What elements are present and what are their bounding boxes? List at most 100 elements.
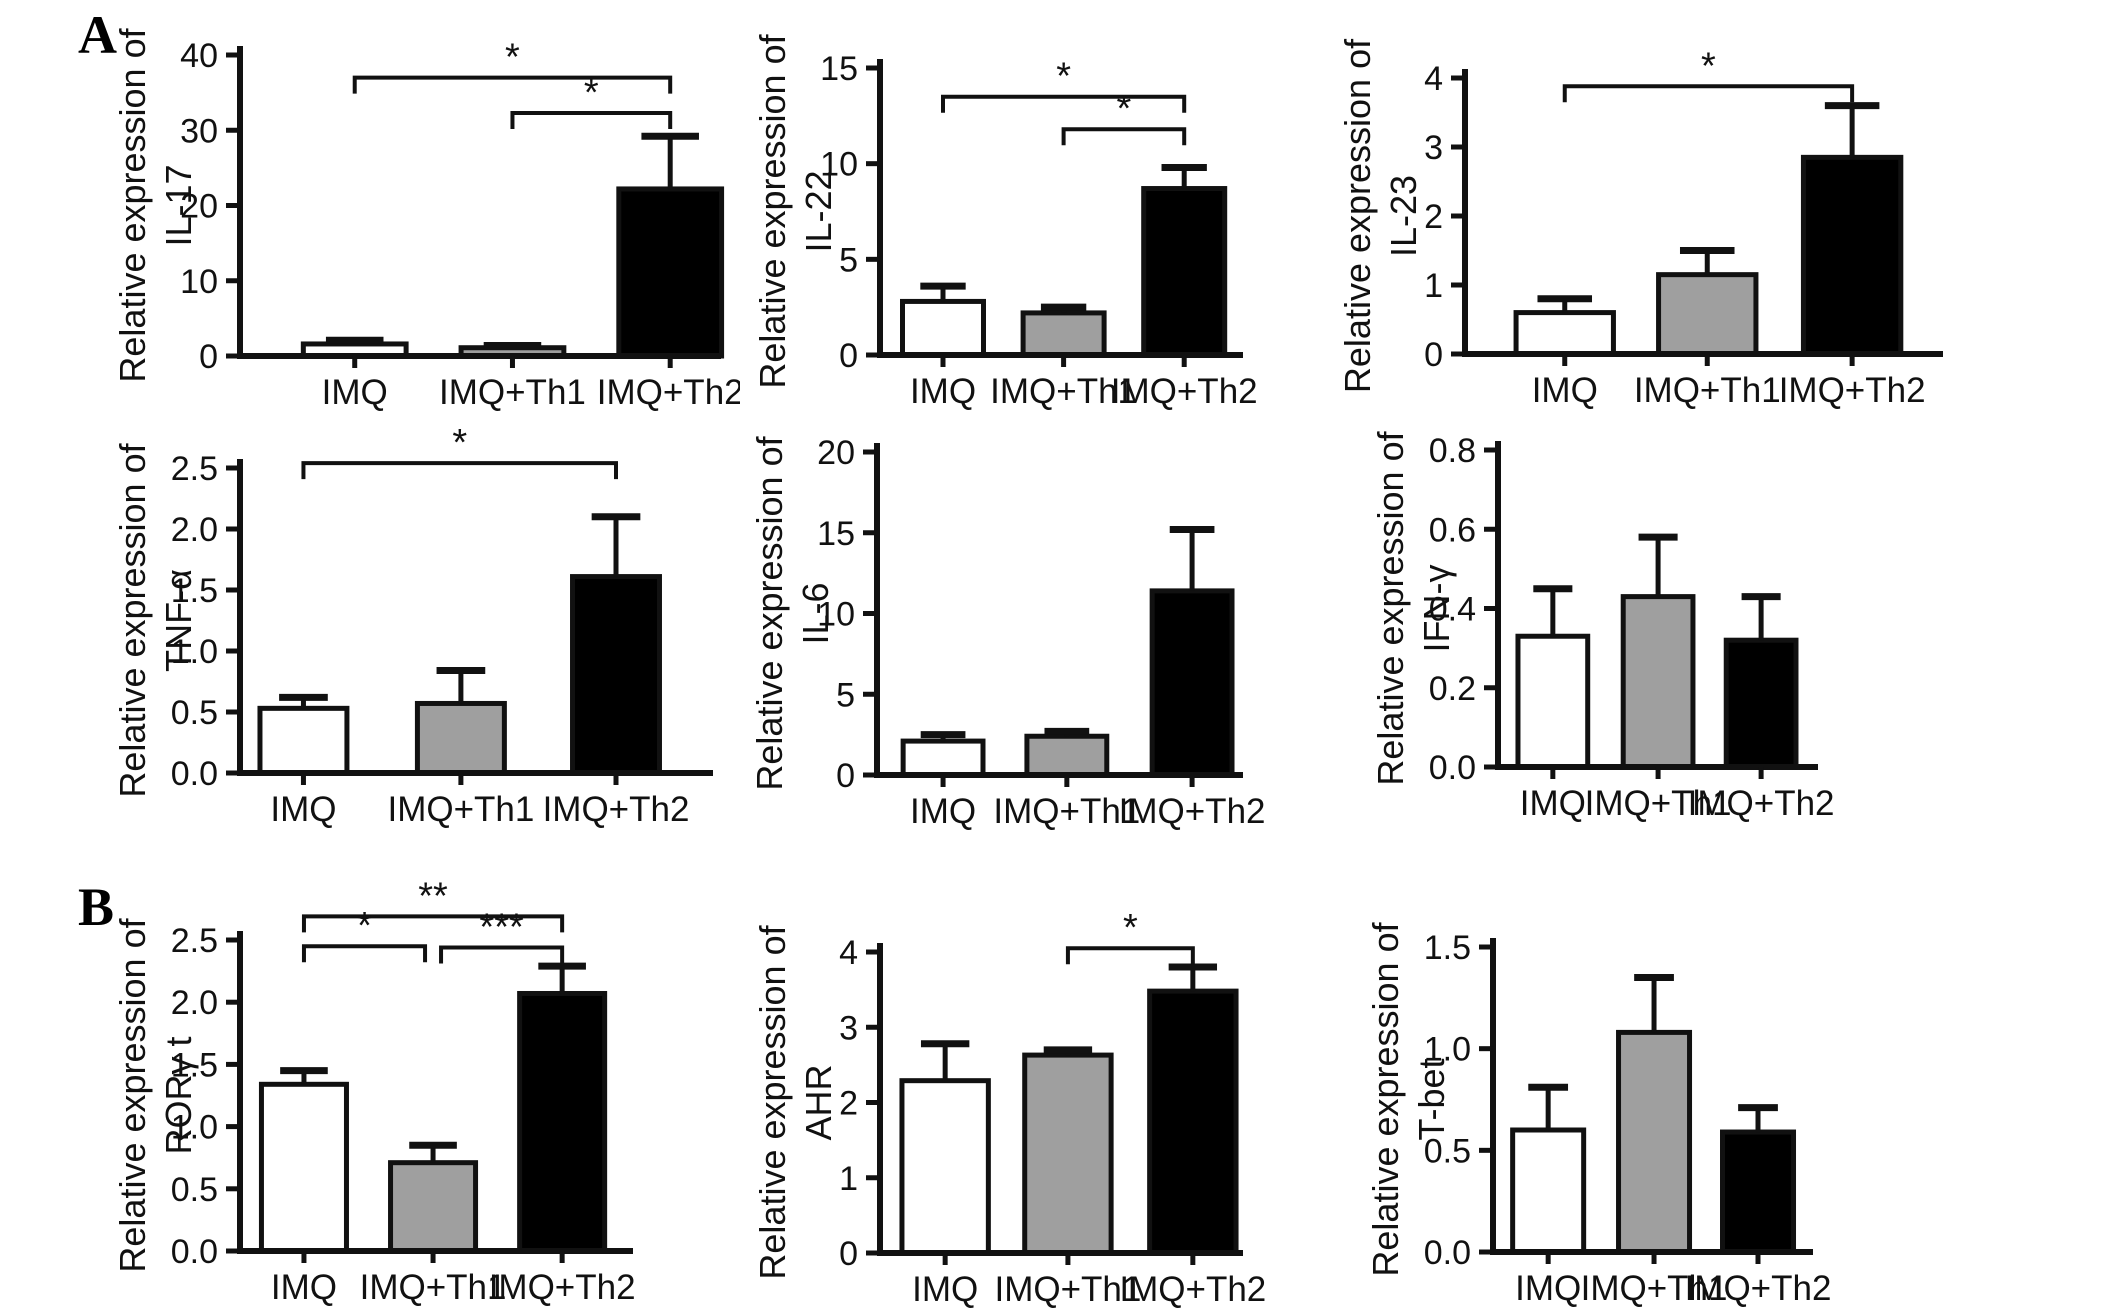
x-category-label: IMQ+Th2 bbox=[1119, 1270, 1266, 1309]
x-category-label: IMQ+Th1 bbox=[439, 373, 586, 412]
bar-IMQ+Th2 bbox=[1147, 988, 1239, 1256]
significance-bracket bbox=[1065, 946, 1195, 965]
panel-b-label: B bbox=[78, 877, 115, 937]
y-tick-label: 1.0 bbox=[171, 633, 218, 671]
bar-IMQ+Th1 bbox=[414, 700, 507, 776]
y-tick-label: 0 bbox=[199, 338, 218, 376]
bar-IMQ+Th2 bbox=[1141, 186, 1228, 358]
y-tick-label: 15 bbox=[817, 515, 855, 553]
y-tick-label: 40 bbox=[180, 37, 218, 75]
x-category-label: IMQ+Th2 bbox=[1111, 372, 1258, 411]
y-tick-label: 0.8 bbox=[1429, 432, 1476, 470]
bar-IMQ bbox=[257, 705, 350, 776]
y-tick-label: 5 bbox=[839, 241, 858, 279]
significance-label: ** bbox=[418, 876, 448, 917]
chart-tnf-alpha: 0.0 0.5 1.0 1.5 2.0 2.5 IMQ IMQ+Th1 IMQ+Th2 * Rela… bbox=[60, 418, 740, 848]
x-category-label: IMQ bbox=[1515, 1269, 1581, 1308]
y-tick-label: 2.5 bbox=[171, 450, 218, 488]
significance-bracket bbox=[1061, 127, 1187, 146]
significance-label: * bbox=[1117, 88, 1132, 130]
bar-IMQ+Th2 bbox=[1800, 154, 1904, 357]
significance-label: * bbox=[1056, 56, 1071, 98]
chart-il22: 0 5 10 15 IMQ IMQ+Th1 IMQ+Th2 * * Relative expres… bbox=[700, 0, 1320, 412]
bar-IMQ+Th1 bbox=[1020, 310, 1107, 358]
significance-bracket bbox=[301, 944, 428, 963]
y-tick-label: 1 bbox=[1424, 267, 1443, 305]
x-category-label: IMQ+Th1 bbox=[994, 1270, 1141, 1309]
x-category-label: IMQ+Th2 bbox=[1685, 1269, 1832, 1308]
y-tick-label: 10 bbox=[180, 263, 218, 301]
y-axis-label-line1: Relative expression of bbox=[112, 27, 153, 382]
bar-IMQ bbox=[258, 1081, 349, 1254]
bar-IMQ bbox=[900, 298, 986, 358]
y-tick-label: 2 bbox=[1424, 198, 1443, 236]
y-axis-label-line1: Relative expression of bbox=[112, 917, 153, 1272]
y-axis-label-line1: Relative expression of bbox=[112, 442, 153, 797]
chart-ifn-gamma: 0.0 0.2 0.4 0.6 0.8 IMQ IMQ+Th1 IMQ+Th2 Relative… bbox=[1318, 418, 1938, 848]
y-tick-label: 3 bbox=[839, 1009, 858, 1047]
x-category-label: IMQ+Th1 bbox=[360, 1268, 507, 1307]
chart-ror-gamma-t: 0.0 0.5 1.0 1.5 2.0 2.5 IMQ IMQ+Th1 IMQ+Th2 ** * **… bbox=[60, 875, 740, 1314]
x-category-label: IMQ+Th1 bbox=[990, 372, 1137, 411]
x-category-label: IMQ+Th1 bbox=[387, 790, 534, 829]
y-tick-label: 10 bbox=[817, 596, 855, 634]
y-tick-label: 0.0 bbox=[171, 755, 218, 793]
y-axis-label-line2: IL-6 bbox=[795, 582, 836, 644]
panel-a-label: A bbox=[78, 5, 117, 65]
x-category-label: IMQ+Th1 bbox=[1585, 784, 1732, 823]
bar-IMQ+Th1 bbox=[1616, 1029, 1693, 1255]
y-tick-label: 0.2 bbox=[1429, 670, 1476, 708]
y-axis-label-line2: T-bet bbox=[1411, 1058, 1452, 1140]
x-category-label: IMQ+Th2 bbox=[1119, 792, 1266, 831]
y-tick-label: 0 bbox=[1424, 336, 1443, 374]
significance-bracket bbox=[301, 461, 618, 480]
bar-IMQ+Th2 bbox=[1149, 588, 1235, 778]
significance-label: * bbox=[1701, 45, 1716, 87]
y-tick-label: 4 bbox=[839, 934, 858, 972]
y-tick-label: 0.0 bbox=[1429, 749, 1476, 787]
chart-il17: 0 10 20 30 40 IMQ IMQ+Th1 IMQ+Th2 * * Relative exp… bbox=[60, 0, 744, 412]
y-tick-label: 0 bbox=[836, 757, 855, 795]
significance-bracket bbox=[1562, 84, 1855, 103]
x-category-label: IMQ bbox=[1520, 784, 1586, 823]
x-category-label: IMQ bbox=[270, 790, 336, 829]
y-axis-label-line1: Relative expression of bbox=[1337, 38, 1378, 393]
significance-label: * bbox=[452, 422, 467, 464]
y-axis-label-line1: Relative expression of bbox=[752, 33, 793, 388]
chart-t-bet: 0.0 0.5 1.0 1.5 IMQ IMQ+Th1 IMQ+Th2 Relative ex… bbox=[1313, 876, 1933, 1314]
y-axis-label-line2: IL-23 bbox=[1383, 175, 1424, 257]
x-category-label: IMQ+Th2 bbox=[489, 1268, 636, 1307]
y-axis-label-line2: TNF-α bbox=[158, 569, 199, 672]
chart-svg-il17: 0 10 20 30 40 IMQ IMQ+Th1 IMQ+Th2 * * Relative exp… bbox=[112, 27, 744, 412]
x-category-label: IMQ+Th2 bbox=[597, 373, 740, 412]
y-tick-label: 10 bbox=[820, 146, 858, 184]
y-axis-label-line1: Relative expression of bbox=[752, 924, 793, 1279]
significance-bracket bbox=[510, 110, 673, 129]
y-tick-label: 2.5 bbox=[171, 922, 218, 960]
significance-bracket bbox=[352, 75, 673, 94]
y-axis-label-line2: RORγ t bbox=[158, 1036, 199, 1154]
y-tick-label: 0.5 bbox=[171, 694, 218, 732]
significance-label: * bbox=[505, 37, 520, 79]
y-tick-label: 0.0 bbox=[1424, 1234, 1471, 1272]
y-tick-label: 4 bbox=[1424, 60, 1443, 98]
x-category-label: IMQ bbox=[910, 372, 976, 411]
bar-IMQ bbox=[899, 1078, 991, 1256]
significance-bracket bbox=[301, 914, 565, 933]
y-tick-label: 1.5 bbox=[171, 572, 218, 610]
y-axis-label-line2: IFN-γ bbox=[1416, 565, 1457, 653]
bar-IMQ+Th1 bbox=[1656, 272, 1759, 357]
bar-IMQ bbox=[1513, 310, 1616, 357]
y-axis-label-line2: IL-17 bbox=[158, 164, 199, 246]
bar-IMQ bbox=[900, 738, 986, 778]
y-tick-label: 1.0 bbox=[1424, 1031, 1471, 1069]
chart-il23: 0 1 2 3 4 IMQ IMQ+Th1 IMQ+Th2 * Relative expressi… bbox=[1285, 0, 2045, 412]
x-category-label: IMQ+Th1 bbox=[1581, 1269, 1728, 1308]
